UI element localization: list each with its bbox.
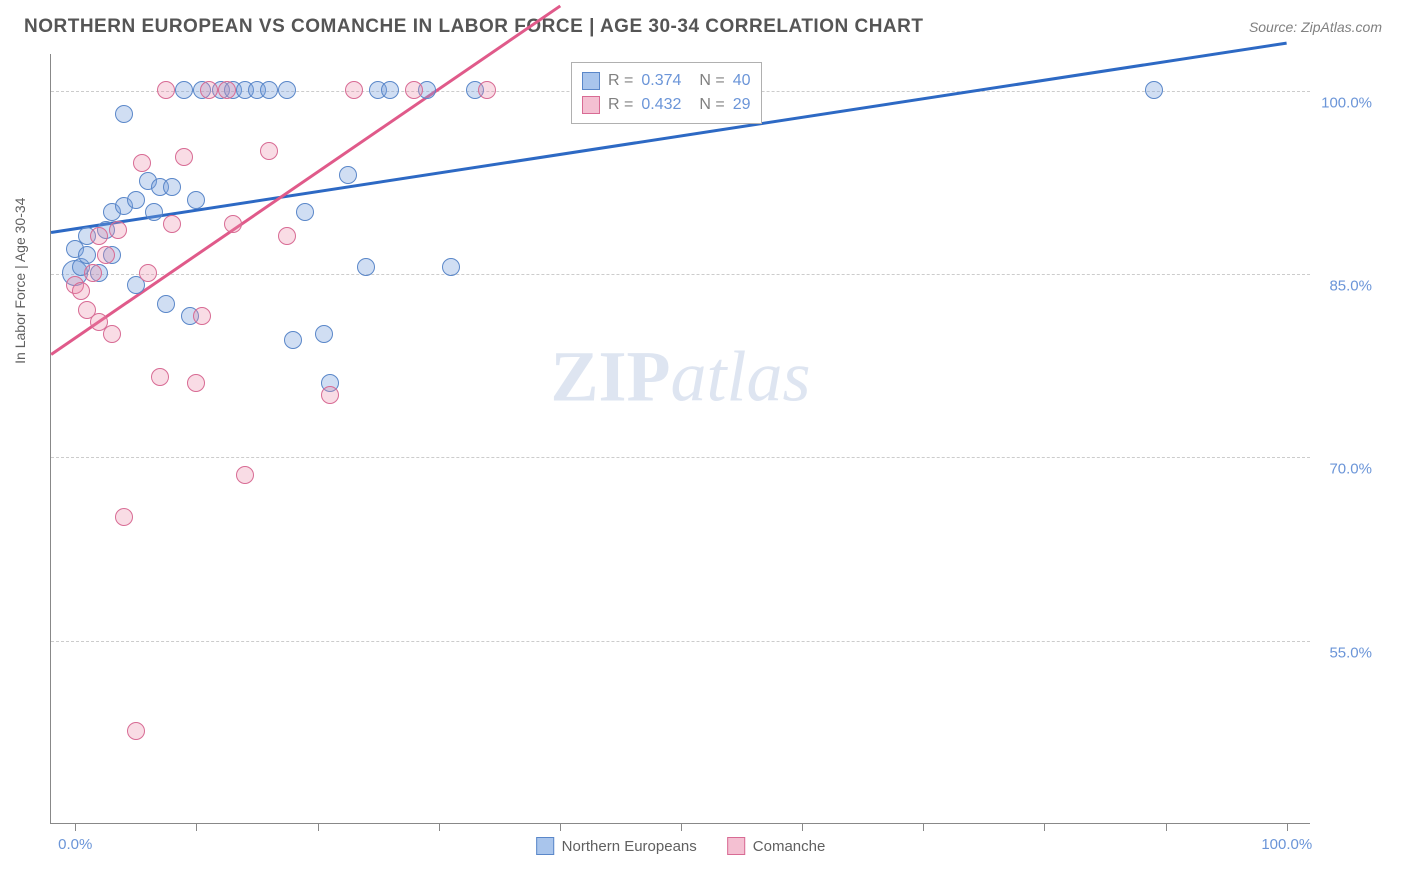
swatch-icon <box>536 837 554 855</box>
scatter-point <box>442 258 460 276</box>
scatter-point <box>163 215 181 233</box>
scatter-point <box>151 368 169 386</box>
scatter-point <box>157 295 175 313</box>
scatter-point <box>381 81 399 99</box>
scatter-point <box>200 81 218 99</box>
legend-label: Comanche <box>753 838 826 855</box>
scatter-point <box>175 81 193 99</box>
x-tick <box>802 823 803 831</box>
swatch-icon <box>582 72 600 90</box>
y-tick-label: 70.0% <box>1312 461 1372 478</box>
legend-label: Northern Europeans <box>562 838 697 855</box>
x-tick <box>681 823 682 831</box>
scatter-point <box>345 81 363 99</box>
gridline <box>51 457 1310 458</box>
scatter-point <box>296 203 314 221</box>
scatter-point <box>78 246 96 264</box>
r-value: 0.374 <box>641 69 681 93</box>
scatter-point <box>357 258 375 276</box>
x-tick-label: 0.0% <box>58 836 92 853</box>
scatter-point <box>187 191 205 209</box>
scatter-point <box>260 81 278 99</box>
x-tick <box>318 823 319 831</box>
legend-item-northern_europeans[interactable]: Northern Europeans <box>536 837 697 855</box>
x-tick <box>923 823 924 831</box>
y-tick-label: 55.0% <box>1312 644 1372 661</box>
series-legend: Northern Europeans Comanche <box>536 837 826 855</box>
scatter-point <box>1145 81 1163 99</box>
scatter-point <box>405 81 423 99</box>
scatter-point <box>187 374 205 392</box>
scatter-point <box>133 154 151 172</box>
gridline <box>51 274 1310 275</box>
stats-row-northern_europeans: R = 0.374 N = 40 <box>582 69 751 93</box>
correlation-stats-box: R = 0.374 N = 40 R = 0.432 N = 29 <box>571 62 762 124</box>
scatter-point <box>478 81 496 99</box>
chart-container: In Labor Force | Age 30-34 ZIPatlas 100.… <box>50 54 1380 824</box>
scatter-point <box>72 282 90 300</box>
scatter-point <box>115 105 133 123</box>
legend-item-comanche[interactable]: Comanche <box>727 837 826 855</box>
source-attribution: Source: ZipAtlas.com <box>1249 19 1382 35</box>
scatter-point <box>218 81 236 99</box>
x-tick <box>1166 823 1167 831</box>
x-tick <box>560 823 561 831</box>
x-tick <box>439 823 440 831</box>
scatter-point <box>284 331 302 349</box>
scatter-point <box>260 142 278 160</box>
x-tick <box>196 823 197 831</box>
x-tick <box>1044 823 1045 831</box>
scatter-point <box>109 221 127 239</box>
y-tick-label: 85.0% <box>1312 278 1372 295</box>
swatch-icon <box>727 837 745 855</box>
y-axis-title: In Labor Force | Age 30-34 <box>12 198 28 364</box>
watermark: ZIPatlas <box>550 335 810 418</box>
x-tick <box>75 823 76 831</box>
chart-title: NORTHERN EUROPEAN VS COMANCHE IN LABOR F… <box>24 16 923 38</box>
scatter-point <box>315 325 333 343</box>
scatter-point <box>321 386 339 404</box>
scatter-point <box>236 466 254 484</box>
x-tick <box>1287 823 1288 831</box>
r-value: 0.432 <box>641 93 681 117</box>
r-label: R = <box>608 69 633 93</box>
scatter-point <box>90 227 108 245</box>
scatter-point <box>224 215 242 233</box>
n-value: 29 <box>733 93 751 117</box>
plot-area: ZIPatlas 100.0%85.0%70.0%55.0%0.0%100.0%… <box>50 54 1310 824</box>
stats-row-comanche: R = 0.432 N = 29 <box>582 93 751 117</box>
n-value: 40 <box>733 69 751 93</box>
scatter-point <box>157 81 175 99</box>
n-label: N = <box>699 93 724 117</box>
y-tick-label: 100.0% <box>1312 94 1372 111</box>
scatter-point <box>278 227 296 245</box>
trend-line-comanche <box>50 5 560 355</box>
x-tick-label: 100.0% <box>1261 836 1312 853</box>
scatter-point <box>139 264 157 282</box>
scatter-point <box>278 81 296 99</box>
scatter-point <box>145 203 163 221</box>
r-label: R = <box>608 93 633 117</box>
scatter-point <box>97 246 115 264</box>
scatter-point <box>127 722 145 740</box>
scatter-point <box>127 191 145 209</box>
scatter-point <box>193 307 211 325</box>
scatter-point <box>339 166 357 184</box>
scatter-point <box>163 178 181 196</box>
n-label: N = <box>699 69 724 93</box>
scatter-point <box>103 325 121 343</box>
scatter-point <box>84 264 102 282</box>
gridline <box>51 641 1310 642</box>
scatter-point <box>115 508 133 526</box>
swatch-icon <box>582 96 600 114</box>
scatter-point <box>175 148 193 166</box>
